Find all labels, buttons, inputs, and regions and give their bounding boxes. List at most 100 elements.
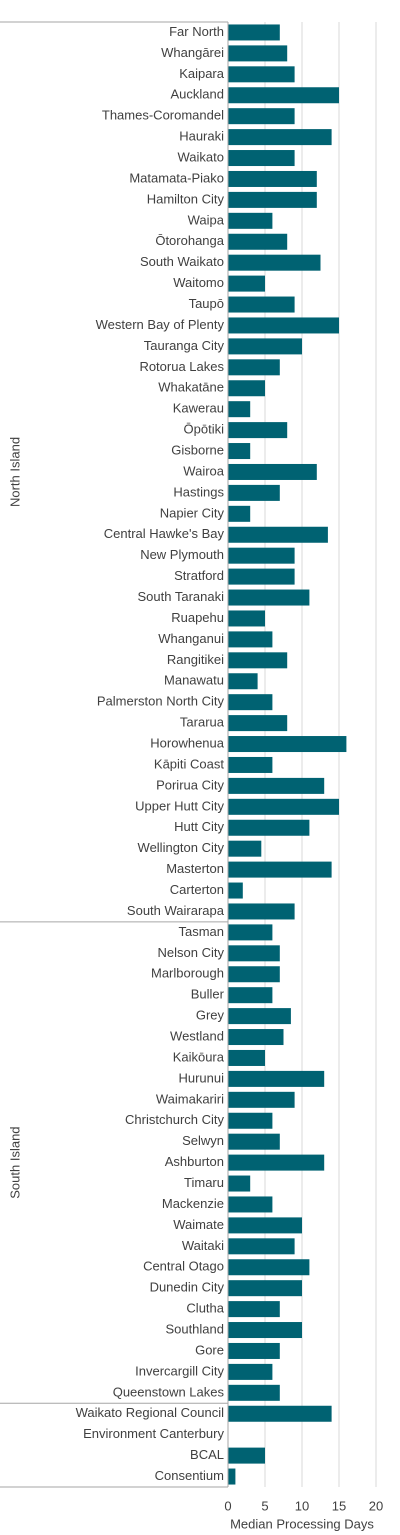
- y-tick-label: Selwyn: [182, 1133, 224, 1148]
- y-tick-label: Waipa: [188, 212, 225, 227]
- x-tick-label: 20: [369, 1498, 383, 1513]
- bar: [228, 1029, 284, 1046]
- y-tick-label: Tasman: [178, 924, 224, 939]
- x-tick-label: 0: [224, 1498, 231, 1513]
- bar: [228, 87, 339, 104]
- y-tick-label: Buller: [191, 987, 225, 1002]
- y-tick-label: South Waikato: [140, 254, 224, 269]
- y-tick-label: Waimakariri: [156, 1091, 224, 1106]
- bar: [228, 1008, 291, 1025]
- bar: [228, 233, 288, 250]
- bar: [228, 798, 339, 815]
- bar: [228, 275, 265, 292]
- y-tick-label: Carterton: [170, 882, 224, 897]
- y-tick-label: Environment Canterbury: [83, 1426, 224, 1441]
- y-tick-label: Whanganui: [158, 631, 224, 646]
- group-label: North Island: [7, 437, 22, 507]
- bar: [228, 150, 295, 167]
- y-tick-label: Ōtorohanga: [155, 233, 224, 248]
- y-tick-label: Western Bay of Plenty: [96, 317, 225, 332]
- bar: [228, 1384, 280, 1401]
- x-axis-label: Median Processing Days: [230, 1516, 374, 1531]
- y-tick-label: Palmerston North City: [97, 694, 225, 709]
- bar: [228, 463, 317, 480]
- bar: [228, 652, 288, 669]
- bar: [228, 1259, 310, 1276]
- bar: [228, 694, 273, 711]
- bar: [228, 987, 273, 1004]
- y-tick-label: Timaru: [184, 1175, 224, 1190]
- bar: [228, 966, 280, 983]
- bar: [228, 924, 273, 941]
- bar: [228, 338, 302, 355]
- y-tick-label: Thames-Coromandel: [102, 108, 224, 123]
- bar: [228, 422, 288, 439]
- y-tick-label: Hastings: [173, 484, 224, 499]
- bar: [228, 296, 295, 313]
- y-tick-label: Manawatu: [164, 673, 224, 688]
- y-tick-label: Kawerau: [173, 401, 224, 416]
- y-tick-label: Waikato Regional Council: [76, 1405, 224, 1420]
- y-tick-label: South Taranaki: [138, 589, 225, 604]
- bar: [228, 1405, 332, 1422]
- y-tick-label: South Wairarapa: [127, 903, 225, 918]
- bar: [228, 380, 265, 397]
- y-tick-label: Hauraki: [179, 129, 224, 144]
- bar: [228, 903, 295, 920]
- bar: [228, 443, 251, 460]
- y-tick-label: Tauranga City: [144, 338, 225, 353]
- y-tick-label: Gisborne: [171, 442, 224, 457]
- y-tick-label: Porirua City: [156, 777, 224, 792]
- y-tick-label: Napier City: [160, 505, 225, 520]
- bar: [228, 1133, 280, 1150]
- y-tick-label: Kaikōura: [173, 1049, 225, 1064]
- y-tick-label: Grey: [196, 1008, 225, 1023]
- bar: [228, 1342, 280, 1359]
- bar: [228, 1468, 236, 1485]
- y-tick-label: Wellington City: [138, 840, 225, 855]
- y-tick-label: Dunedin City: [150, 1280, 225, 1295]
- bar: [228, 1154, 325, 1171]
- bar: [228, 882, 243, 899]
- bar: [228, 317, 339, 334]
- y-tick-label: Mackenzie: [162, 1196, 224, 1211]
- bar: [228, 1049, 265, 1066]
- bar: [228, 24, 280, 41]
- y-tick-label: Queenstown Lakes: [113, 1384, 225, 1399]
- y-tick-label: Invercargill City: [135, 1363, 224, 1378]
- bar: [228, 610, 265, 627]
- x-tick-label: 10: [295, 1498, 309, 1513]
- bar: [228, 1196, 273, 1213]
- y-tick-label: Matamata-Piako: [129, 170, 224, 185]
- bar: [228, 945, 280, 962]
- bar: [228, 1217, 302, 1234]
- bar: [228, 840, 262, 857]
- bar: [228, 1363, 273, 1380]
- bar: [228, 1112, 273, 1129]
- y-tick-label: Hamilton City: [147, 191, 225, 206]
- bar: [228, 1322, 302, 1339]
- bar: [228, 484, 280, 501]
- bar: [228, 715, 288, 732]
- bar: [228, 45, 288, 62]
- y-tick-label: Nelson City: [158, 945, 225, 960]
- y-tick-label: Central Hawke's Bay: [104, 526, 225, 541]
- y-tick-label: Masterton: [166, 861, 224, 876]
- bar: [228, 212, 273, 229]
- group-label: South Island: [7, 1126, 22, 1198]
- y-tick-label: Hutt City: [174, 819, 224, 834]
- y-tick-label: Auckland: [171, 87, 224, 102]
- bar: [228, 66, 295, 83]
- y-tick-label: Westland: [170, 1028, 224, 1043]
- bar: [228, 129, 332, 146]
- y-tick-label: Marlborough: [151, 966, 224, 981]
- y-tick-label: Waitaki: [182, 1238, 224, 1253]
- bar: [228, 1280, 302, 1297]
- y-tick-label: Ōpōtiki: [184, 422, 225, 437]
- y-tick-label: Gore: [195, 1342, 224, 1357]
- bar: [228, 631, 273, 648]
- x-tick-label: 15: [332, 1498, 346, 1513]
- bar: [228, 1447, 265, 1464]
